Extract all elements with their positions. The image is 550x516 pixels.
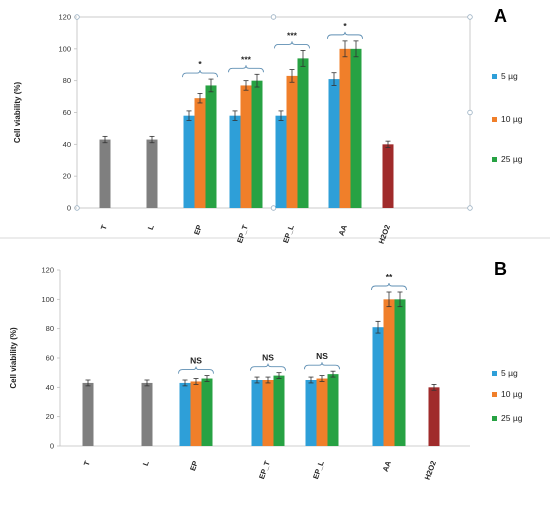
bar-25ug bbox=[273, 375, 285, 446]
legend-label: 5 µg bbox=[501, 368, 518, 378]
bar-5ug bbox=[251, 380, 263, 446]
y-tick-label: 100 bbox=[58, 44, 71, 53]
bar-h2o2 bbox=[428, 387, 440, 446]
significance-bracket bbox=[178, 366, 214, 374]
significance-label: NS bbox=[316, 351, 328, 361]
panel-letter: A bbox=[494, 6, 507, 26]
significance-bracket bbox=[327, 31, 363, 39]
y-tick-label: 80 bbox=[63, 76, 71, 85]
legend-label: 10 µg bbox=[501, 114, 523, 124]
bar-10ug bbox=[194, 98, 206, 208]
x-category-label: EP bbox=[192, 224, 204, 236]
bar-t bbox=[82, 382, 94, 446]
bar-5ug bbox=[275, 115, 287, 208]
selection-handle bbox=[467, 205, 473, 211]
y-axis-title: Cell viability (%) bbox=[13, 81, 22, 143]
y-axis-title: Cell viability (%) bbox=[9, 327, 18, 389]
selection-handle bbox=[467, 109, 473, 116]
legend-label: 10 µg bbox=[501, 389, 523, 399]
bar-l bbox=[146, 139, 158, 208]
x-category-label: L bbox=[141, 459, 151, 467]
selection-handle bbox=[270, 205, 277, 211]
y-tick-label: 20 bbox=[46, 412, 54, 421]
significance-label: *** bbox=[241, 54, 252, 64]
legend-swatch bbox=[492, 392, 497, 397]
significance-bracket bbox=[304, 362, 340, 370]
bar-25ug bbox=[394, 299, 406, 446]
bar-t bbox=[99, 139, 111, 208]
y-tick-label: 40 bbox=[63, 140, 71, 149]
significance-label: NS bbox=[262, 353, 274, 363]
selection-handle bbox=[270, 14, 277, 20]
bar-5ug bbox=[305, 380, 317, 446]
bar-5ug bbox=[229, 115, 241, 208]
significance-bracket bbox=[250, 363, 286, 371]
significance-label: * bbox=[198, 59, 202, 69]
bar-25ug bbox=[350, 48, 362, 209]
significance-label: *** bbox=[287, 30, 298, 40]
y-tick-label: 0 bbox=[50, 442, 54, 451]
significance-label: NS bbox=[190, 356, 202, 366]
y-tick-label: 100 bbox=[41, 295, 54, 304]
y-tick-label: 80 bbox=[46, 324, 54, 333]
bar-25ug bbox=[327, 374, 339, 446]
legend-label: 5 µg bbox=[501, 71, 518, 81]
y-tick-label: 20 bbox=[63, 172, 71, 181]
significance-bracket bbox=[182, 70, 218, 78]
x-category-label: AA bbox=[381, 459, 393, 473]
bar-25ug bbox=[251, 80, 263, 208]
significance-bracket bbox=[228, 65, 264, 73]
bar-10ug bbox=[262, 380, 274, 446]
legend-label: 25 µg bbox=[501, 154, 523, 164]
bar-25ug bbox=[297, 58, 309, 209]
x-category-label: L bbox=[146, 223, 156, 231]
legend-swatch bbox=[492, 416, 497, 421]
selection-handle bbox=[467, 14, 473, 20]
panel-letter: B bbox=[494, 259, 507, 279]
x-category-label: T bbox=[99, 223, 109, 231]
bar-5ug bbox=[328, 79, 340, 208]
bar-5ug bbox=[372, 327, 384, 446]
y-tick-label: 60 bbox=[63, 108, 71, 117]
y-tick-label: 120 bbox=[41, 266, 54, 275]
y-tick-label: 120 bbox=[58, 13, 71, 22]
bar-25ug bbox=[201, 378, 213, 446]
bar-10ug bbox=[190, 381, 202, 446]
x-category-label: EP bbox=[188, 460, 200, 472]
legend-swatch bbox=[492, 74, 497, 79]
legend-label: 25 µg bbox=[501, 413, 523, 423]
significance-bracket bbox=[274, 41, 310, 49]
bar-25ug bbox=[205, 85, 217, 208]
bar-5ug bbox=[179, 382, 191, 446]
legend-swatch bbox=[492, 157, 497, 162]
significance-label: * bbox=[343, 21, 347, 31]
bar-10ug bbox=[316, 378, 328, 446]
bar-10ug bbox=[383, 299, 395, 446]
bar-h2o2 bbox=[382, 144, 394, 208]
y-tick-label: 60 bbox=[46, 354, 54, 363]
bar-10ug bbox=[240, 85, 252, 208]
x-category-label: AA bbox=[337, 223, 349, 237]
y-tick-label: 0 bbox=[67, 204, 71, 213]
bar-5ug bbox=[183, 115, 195, 208]
bar-10ug bbox=[286, 75, 298, 209]
significance-label: ** bbox=[386, 272, 393, 282]
bar-10ug bbox=[339, 48, 351, 209]
legend-swatch bbox=[492, 117, 497, 122]
bar-l bbox=[141, 382, 153, 446]
y-tick-label: 40 bbox=[46, 383, 54, 392]
significance-bracket bbox=[371, 282, 407, 291]
legend-swatch bbox=[492, 371, 497, 376]
x-category-label: T bbox=[82, 459, 92, 467]
